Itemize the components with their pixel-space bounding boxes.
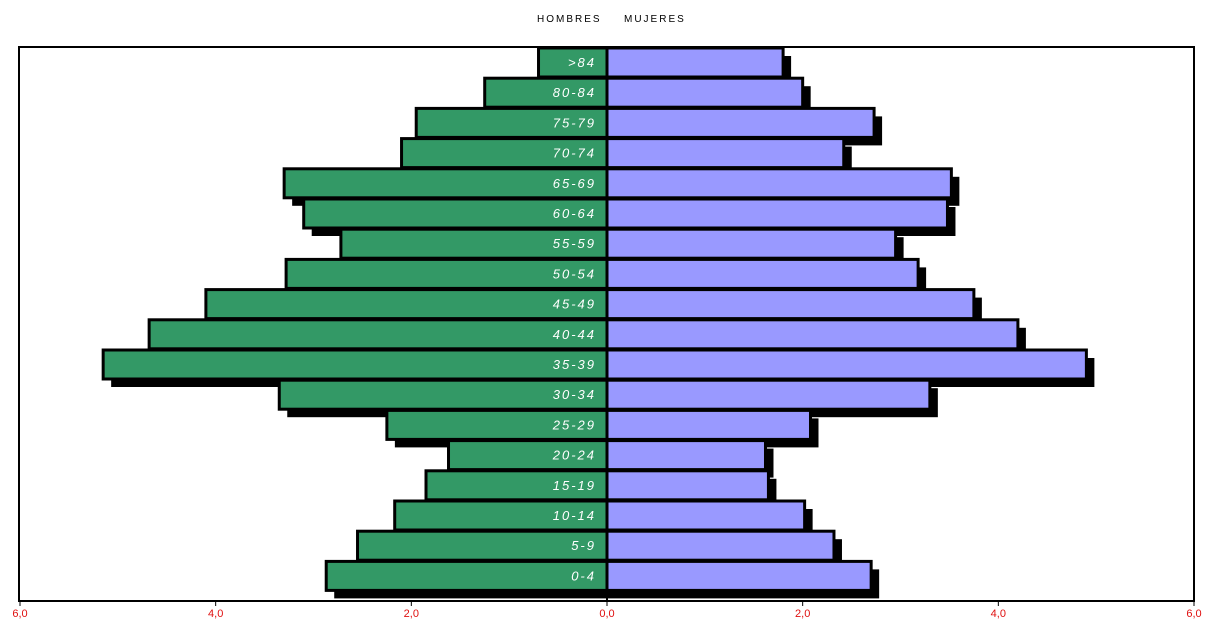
age-label-45-49: 45-49 <box>553 297 596 312</box>
age-label-40-44: 40-44 <box>553 327 596 342</box>
bar-mujeres-60-64 <box>605 197 949 230</box>
bar-mujeres-30-34 <box>605 378 932 411</box>
bar-mujeres-25-29 <box>605 408 812 441</box>
bar-mujeres-20-24 <box>605 439 767 472</box>
bar-hombres-5-9 <box>356 529 609 562</box>
legend-hombres: HOMBRES <box>537 14 602 25</box>
bar-hombres-60-64 <box>302 197 609 230</box>
age-label-65-69: 65-69 <box>553 176 596 191</box>
bar-hombres-40-44 <box>147 318 609 351</box>
age-label-75-79: 75-79 <box>553 115 596 130</box>
bar-hombres-65-69 <box>282 167 609 200</box>
age-label-70-74: 70-74 <box>553 146 596 161</box>
bar-hombres-20-24 <box>447 439 609 472</box>
bar-mujeres-40-44 <box>605 318 1020 351</box>
age-label->84: >84 <box>568 55 596 70</box>
tick-label: 4,0 <box>991 608 1006 619</box>
bar-hombres-45-49 <box>204 288 609 321</box>
age-label-20-24: 20-24 <box>552 448 596 463</box>
bar-mujeres-65-69 <box>605 167 953 200</box>
tick-label: 0,0 <box>599 608 614 619</box>
age-label-5-9: 5-9 <box>571 538 596 553</box>
bar-hombres-75-79 <box>414 106 609 139</box>
bar-hombres-70-74 <box>400 137 609 170</box>
bars <box>101 46 1088 601</box>
bar-mujeres-15-19 <box>605 469 770 502</box>
tick-label: 6,0 <box>12 608 27 619</box>
bar-mujeres-45-49 <box>605 288 976 321</box>
bar-mujeres-0-4 <box>605 559 873 592</box>
age-label-80-84: 80-84 <box>553 85 596 100</box>
bar-hombres-55-59 <box>339 227 609 260</box>
bar-mujeres-75-79 <box>605 106 876 139</box>
age-label-25-29: 25-29 <box>552 417 596 432</box>
age-label-15-19: 15-19 <box>553 478 596 493</box>
age-labels: >84 80-84 75-79 70-74 65-69 60-64 55-59 50-54 45… <box>552 55 596 583</box>
age-label-35-39: 35-39 <box>553 357 596 372</box>
age-label-60-64: 60-64 <box>553 206 596 221</box>
bar-hombres-35-39 <box>101 348 609 381</box>
bar-mujeres-55-59 <box>605 227 898 260</box>
bar-mujeres-50-54 <box>605 257 920 290</box>
bar-hombres-0-4 <box>324 559 609 592</box>
tick-label: 6,0 <box>1186 608 1201 619</box>
age-label-50-54: 50-54 <box>553 266 596 281</box>
tick-label: 2,0 <box>404 608 419 619</box>
bar-mujeres-80-84 <box>605 76 805 109</box>
bar-mujeres-10-14 <box>605 499 807 532</box>
age-label-10-14: 10-14 <box>553 508 596 523</box>
bar-mujeres-35-39 <box>605 348 1088 381</box>
x-axis-ticks: 6,0 4,0 2,0 0,0 2,0 4,0 6,0 <box>12 601 1202 619</box>
age-label-0-4: 0-4 <box>571 568 596 583</box>
tick-label: 2,0 <box>795 608 810 619</box>
age-label-30-34: 30-34 <box>553 387 596 402</box>
tick-label: 4,0 <box>208 608 223 619</box>
age-label-55-59: 55-59 <box>553 236 596 251</box>
legend-mujeres: MUJERES <box>624 14 686 25</box>
bar-mujeres-70-74 <box>605 137 846 170</box>
bar-mujeres-5-9 <box>605 529 836 562</box>
bar-hombres-30-34 <box>277 378 609 411</box>
bar-mujeres->84 <box>605 46 785 79</box>
